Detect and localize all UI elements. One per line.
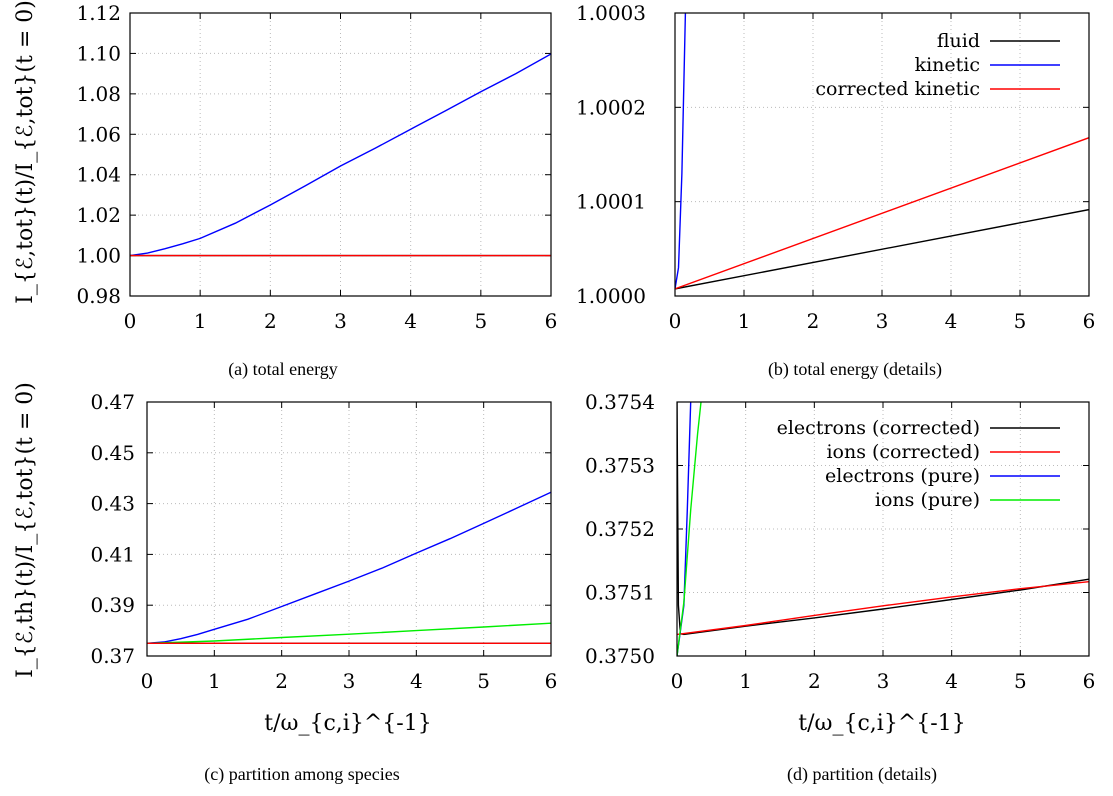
y-tick-label: 1.0000: [576, 284, 646, 308]
x-tick-label: 2: [275, 669, 288, 693]
y-axis-label-top: I_{ℰ,tot}(t)/I_{ℰ,tot}(t = 0): [13, 0, 38, 304]
y-tick-label: 1.00: [76, 244, 121, 268]
x-tick-label: 1: [738, 309, 751, 333]
legend-label: electrons (corrected): [777, 417, 980, 439]
y-tick-label: 0.39: [90, 593, 135, 617]
x-tick-label: 1: [739, 669, 752, 693]
plot-frame: [129, 12, 552, 297]
series-line: [677, 581, 1089, 636]
x-tick-label: 2: [264, 309, 277, 333]
x-tick-label: 3: [877, 669, 890, 693]
y-tick-label: 1.02: [76, 203, 121, 227]
legend-label: kinetic: [915, 54, 980, 76]
panel-caption: (c) partition among species: [204, 764, 399, 785]
x-tick-label: 4: [410, 669, 423, 693]
x-axis-label-left: t/ω_{c,i}^{-1}: [264, 711, 431, 736]
series-line: [675, 13, 687, 290]
y-axis-label-bottom: I_{ℰ,th}(t)/I_{ℰ,tot}(t = 0): [13, 382, 38, 678]
panel-b: 0 1 2 3 4 5 6 1.0000 1.0001 1.0002 1.0003 fluidkine…: [576, 1, 1095, 380]
y-tick-label: 1.0003: [576, 1, 646, 25]
panel-caption: (a) total energy: [228, 359, 338, 380]
y-tick-label: 0.98: [76, 284, 121, 308]
series-line: [675, 137, 1089, 290]
series-line: [677, 402, 1089, 636]
panel-caption: (b) total energy (details): [768, 359, 942, 380]
series-line: [675, 208, 1089, 290]
x-tick-label: 5: [477, 669, 490, 693]
x-tick-label: 3: [334, 309, 347, 333]
y-tick-label: 1.06: [76, 122, 121, 146]
x-tick-label: 4: [404, 309, 417, 333]
panel-d: 0 1 2 3 4 5 6 0.3750 0.3751 0.3752 0.3753 0.3754 ele…: [585, 390, 1095, 785]
x-tick-label: 0: [141, 669, 154, 693]
legend-label: electrons (pure): [825, 465, 980, 487]
panel-caption: (d) partition (details): [787, 764, 937, 785]
y-tick-label: 0.3750: [585, 644, 655, 668]
y-tick-label: 1.12: [76, 1, 121, 25]
series-group: [675, 13, 1089, 290]
plot-frame: [146, 401, 552, 657]
panel-a: 0 1 2 3 4 5 6 0.98 1.00 1.02 1.04 1.06 1.08 1.10 1.12 (…: [76, 1, 557, 380]
y-tick-label: 0.43: [90, 492, 135, 516]
series-line: [677, 402, 702, 656]
plot-frame: [676, 401, 1090, 657]
x-tick-label: 4: [945, 309, 958, 333]
x-tick-label: 0: [124, 309, 137, 333]
y-tick-label: 0.3752: [585, 517, 655, 541]
x-tick-label: 6: [1083, 309, 1096, 333]
x-tick-label: 1: [194, 309, 207, 333]
legend-label: ions (corrected): [826, 441, 980, 463]
x-axis-label-right: t/ω_{c,i}^{-1}: [798, 711, 965, 736]
legend-label: fluid: [937, 30, 980, 52]
x-tick-label: 1: [208, 669, 221, 693]
x-tick-label: 6: [545, 309, 558, 333]
legend: electrons (corrected)ions (corrected)ele…: [777, 417, 1060, 511]
y-tick-label: 1.04: [76, 163, 121, 187]
legend-label: ions (pure): [875, 489, 980, 511]
y-tick-label: 0.3753: [585, 454, 655, 478]
y-tick-label: 0.41: [90, 542, 135, 566]
y-tick-label: 1.08: [76, 82, 121, 106]
panel-c: 0 1 2 3 4 5 6 0.37 0.39 0.41 0.43 0.45 0.47 (c) parti…: [90, 390, 557, 785]
series-group: [130, 53, 551, 257]
x-tick-label: 3: [876, 309, 889, 333]
x-tick-label: 2: [808, 669, 821, 693]
x-tick-label: 0: [669, 309, 682, 333]
series-line: [147, 491, 551, 644]
series-group: [147, 491, 551, 644]
x-tick-label: 5: [474, 309, 487, 333]
x-tick-label: 3: [343, 669, 356, 693]
series-line: [147, 622, 551, 644]
y-tick-label: 0.3754: [585, 390, 655, 414]
x-tick-label: 0: [671, 669, 684, 693]
series-group: [677, 402, 1089, 656]
x-tick-label: 2: [807, 309, 820, 333]
y-tick-label: 0.47: [90, 390, 135, 414]
y-tick-label: 0.37: [90, 644, 135, 668]
x-tick-label: 5: [1014, 669, 1027, 693]
x-tick-label: 6: [545, 669, 558, 693]
series-line: [130, 53, 551, 257]
legend-label: corrected kinetic: [815, 78, 980, 100]
y-tick-label: 0.45: [90, 441, 135, 465]
y-tick-label: 0.3751: [585, 581, 655, 605]
x-tick-label: 5: [1014, 309, 1027, 333]
y-tick-label: 1.0002: [576, 95, 646, 119]
y-tick-label: 1.10: [76, 41, 121, 65]
x-tick-label: 4: [945, 669, 958, 693]
x-tick-label: 6: [1083, 669, 1096, 693]
plot-frame: [674, 12, 1090, 297]
y-tick-label: 1.0001: [576, 190, 646, 214]
